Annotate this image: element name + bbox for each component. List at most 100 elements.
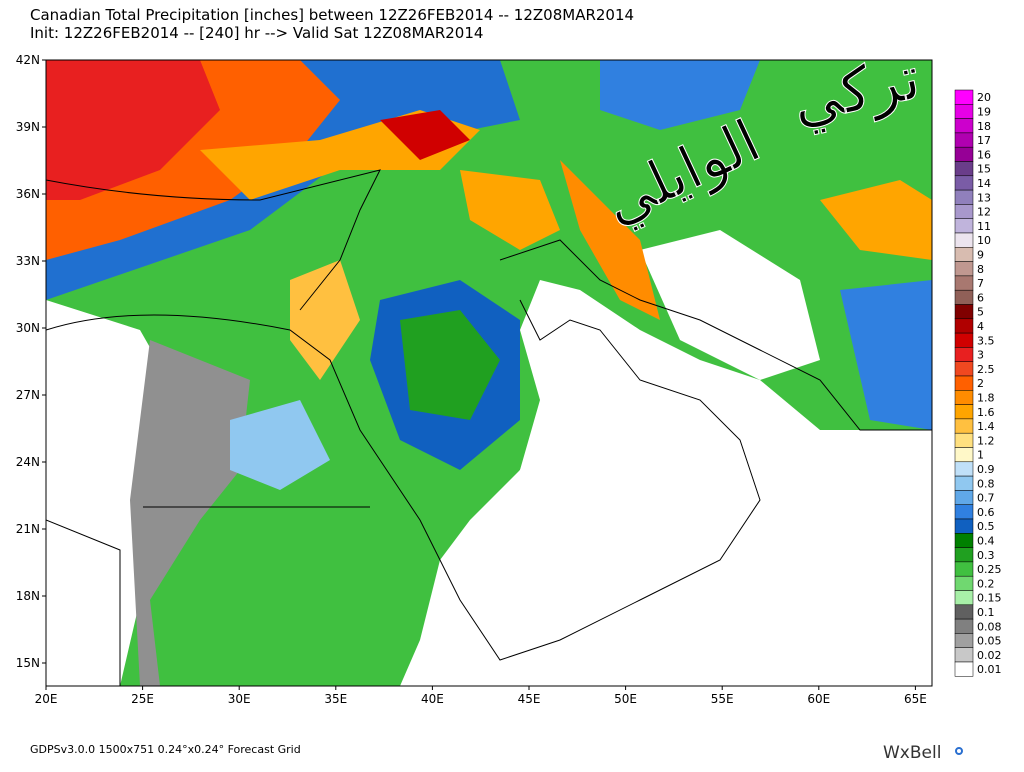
- colorbar-label: 1.2: [977, 434, 995, 447]
- colorbar-label: 4: [977, 320, 984, 333]
- lat-label: 24N: [16, 455, 40, 469]
- colorbar-swatch: [954, 590, 974, 606]
- lat-label: 18N: [16, 589, 40, 603]
- colorbar-swatch: [954, 189, 974, 205]
- colorbar-label: 0.15: [977, 592, 1002, 605]
- colorbar-swatch: [954, 575, 974, 591]
- colorbar-swatch: [954, 304, 974, 320]
- lat-label: 36N: [16, 187, 40, 201]
- colorbar-label: 8: [977, 263, 984, 276]
- lat-label: 30N: [16, 321, 40, 335]
- lat-label: 39N: [16, 120, 40, 134]
- colorbar-swatch: [954, 89, 974, 105]
- colorbar-swatch: [954, 647, 974, 663]
- lon-label: 35E: [324, 692, 347, 706]
- colorbar-swatch: [954, 118, 974, 134]
- borders: [46, 169, 932, 686]
- colorbar-label: 0.7: [977, 492, 995, 505]
- colorbar-swatch: [954, 232, 974, 248]
- lon-label: 40E: [421, 692, 444, 706]
- lon-label: 60E: [807, 692, 830, 706]
- colorbar-swatch: [954, 404, 974, 420]
- colorbar-swatch: [954, 361, 974, 377]
- colorbar-label: 19: [977, 105, 991, 118]
- colorbar-swatch: [954, 375, 974, 391]
- lon-label: 20E: [35, 692, 58, 706]
- colorbar-swatch: [954, 146, 974, 162]
- colorbar-label: 0.2: [977, 577, 995, 590]
- footer-text: GDPSv3.0.0 1500x751 0.24°x0.24° Forecast…: [30, 743, 301, 756]
- lon-label: 25E: [131, 692, 154, 706]
- colorbar-label: 20: [977, 91, 991, 104]
- colorbar-swatch: [954, 332, 974, 348]
- lon-label: 50E: [614, 692, 637, 706]
- colorbar-label: 3.5: [977, 334, 995, 347]
- colorbar-label: 18: [977, 120, 991, 133]
- colorbar-label: 0.9: [977, 463, 995, 476]
- colorbar-swatch: [954, 633, 974, 648]
- colorbar-label: 2: [977, 377, 984, 390]
- colorbar-swatch: [954, 261, 974, 277]
- colorbar-label: 0.01: [977, 663, 1002, 676]
- colorbar-swatch: [954, 218, 974, 234]
- map-frame: [45, 59, 933, 687]
- colorbar-label: 9: [977, 248, 984, 261]
- colorbar-label: 10: [977, 234, 991, 247]
- colorbar-label: 6: [977, 291, 984, 304]
- colorbar-label: 7: [977, 277, 984, 290]
- colorbar-swatch: [954, 418, 974, 434]
- colorbar-label: 0.08: [977, 620, 1002, 633]
- colorbar-label: 0.25: [977, 563, 1002, 576]
- colorbar-swatch: [954, 132, 974, 148]
- colorbar-swatch: [954, 347, 974, 362]
- colorbar-label: 1.6: [977, 406, 995, 419]
- colorbar-label: 2.5: [977, 363, 995, 376]
- colorbar-label: 11: [977, 220, 991, 233]
- colorbar-swatch: [954, 504, 974, 520]
- colorbar-swatch: [954, 547, 974, 563]
- colorbar-swatch: [954, 204, 974, 219]
- colorbar-swatch: [954, 618, 974, 634]
- title: Canadian Total Precipitation [inches] be…: [30, 6, 634, 24]
- colorbar-swatch: [954, 461, 974, 477]
- colorbar-swatch: [954, 661, 974, 677]
- colorbar-swatch: [954, 175, 974, 191]
- colorbar-label: 0.5: [977, 520, 995, 533]
- colorbar-label: 1.4: [977, 420, 995, 433]
- colorbar-label: 1.8: [977, 391, 995, 404]
- colorbar-label: 0.6: [977, 506, 995, 519]
- colorbar-label: 14: [977, 177, 991, 190]
- lat-label: 27N: [16, 388, 40, 402]
- lon-label: 55E: [711, 692, 734, 706]
- colorbar-swatch: [954, 432, 974, 448]
- colorbar-label: 0.8: [977, 477, 995, 490]
- colorbar-label: 12: [977, 206, 991, 219]
- lon-label: 45E: [518, 692, 541, 706]
- colorbar-swatch: [954, 104, 974, 119]
- axes: 42N 39N 36N 33N 30N 27N 24N 21N 18N 15N 20E 25E 30E 3…: [16, 53, 927, 706]
- lon-label: 30E: [228, 692, 251, 706]
- colorbar-swatch: [954, 318, 974, 334]
- precip-field: [46, 60, 932, 686]
- lat-label: 33N: [16, 254, 40, 268]
- colorbar-label: 5: [977, 306, 984, 319]
- colorbar-swatch: [954, 390, 974, 405]
- colorbar-swatch: [954, 275, 974, 291]
- lat-label: 42N: [16, 53, 40, 67]
- colorbar-label: 13: [977, 191, 991, 204]
- colorbar-label: 1: [977, 449, 984, 462]
- lat-label: 15N: [16, 656, 40, 670]
- lat-label: 21N: [16, 522, 40, 536]
- colorbar-swatch: [954, 518, 974, 534]
- colorbar-swatch: [954, 247, 974, 262]
- colorbar-label: 0.3: [977, 549, 995, 562]
- colorbar-swatch: [954, 161, 974, 177]
- colorbar-label: 16: [977, 148, 991, 161]
- subtitle: Init: 12Z26FEB2014 -- [240] hr --> Valid…: [30, 24, 483, 42]
- colorbar-swatch: [954, 475, 974, 491]
- colorbar-label: 0.1: [977, 606, 995, 619]
- colorbar-swatch: [954, 533, 974, 548]
- colorbar-swatch: [954, 604, 974, 620]
